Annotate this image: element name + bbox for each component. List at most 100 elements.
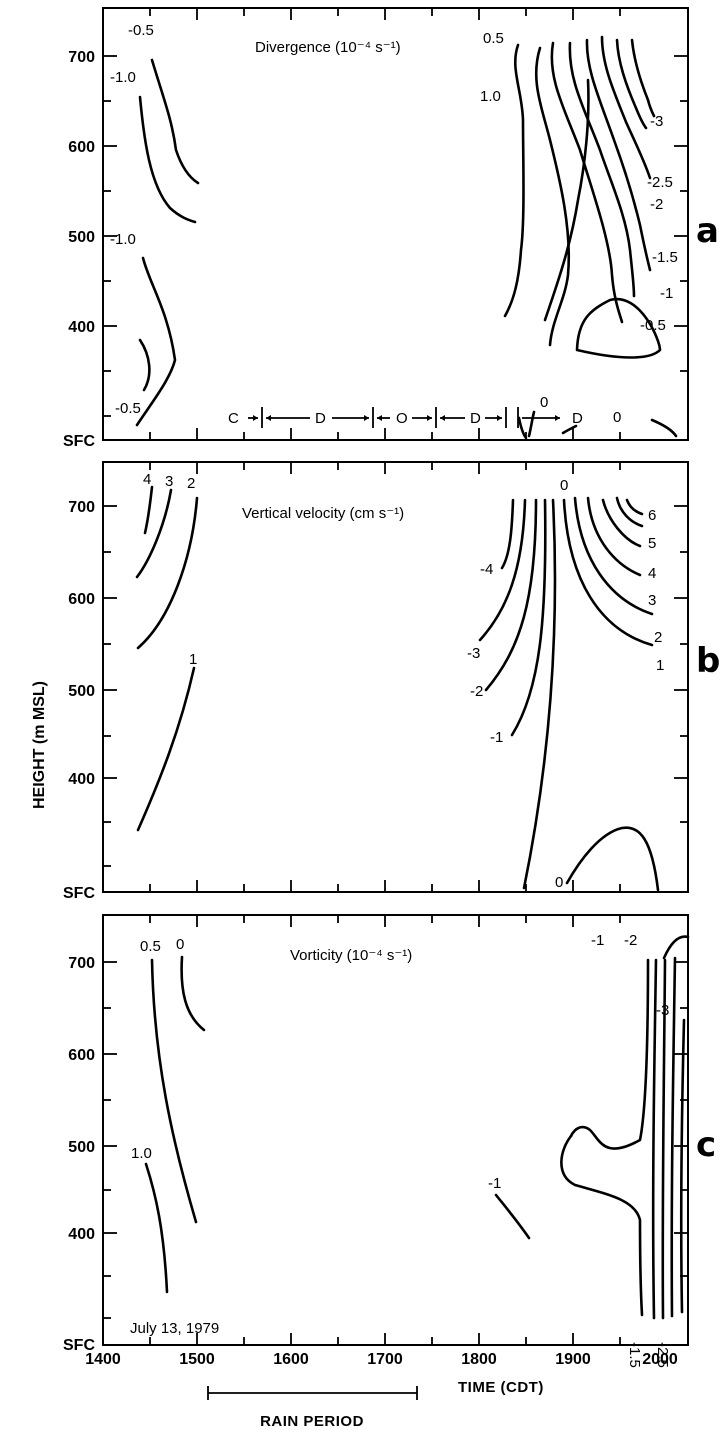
contour-label: 0 (560, 477, 568, 494)
contour-label: -0.5 (115, 400, 141, 417)
contour-line (534, 46, 571, 347)
panel-b-ytick-600: 600 (68, 591, 95, 608)
panel-a-letter: a (696, 211, 719, 251)
contour-label: 0.5 (140, 938, 161, 955)
panel-c-contours (144, 935, 690, 1320)
contour-line (625, 498, 644, 516)
contour-line (150, 58, 200, 185)
x-tick-label: 1900 (555, 1351, 591, 1368)
panel-a-ytick-400: 400 (68, 319, 95, 336)
x-tick-label: 2000 (642, 1351, 678, 1368)
contour-line (575, 297, 662, 359)
contour-line (136, 496, 199, 650)
contour-line (138, 95, 197, 224)
panel-b: 700 600 500 400 SFC Vertical velocity (c… (63, 461, 720, 902)
contour-label: -1 (490, 729, 503, 746)
contour-label: 1 (656, 657, 664, 674)
contour-label: -3 (650, 113, 663, 130)
contour-line (600, 35, 652, 180)
rain-period-bar (207, 1386, 418, 1400)
contour-label: -1.5 (652, 249, 678, 266)
contour-line (670, 956, 677, 1318)
contour-line (661, 958, 667, 1320)
date-label: July 13, 1979 (130, 1320, 219, 1337)
panel-a-contours (135, 35, 678, 440)
contour-line (543, 78, 590, 322)
contour-label: -3 (467, 645, 480, 662)
contour-line (180, 955, 206, 1032)
contour-line (615, 38, 648, 130)
contour-label: 1.0 (480, 88, 501, 105)
contour-line (560, 1134, 644, 1317)
panel-b-frame (102, 461, 689, 893)
contour-line (143, 485, 154, 535)
panel-a-ytick-500: 500 (68, 229, 95, 246)
contour-line (527, 410, 536, 438)
contour-label: 6 (648, 507, 656, 524)
panel-c-title: Vorticity (10⁻⁴ s⁻¹) (290, 947, 412, 964)
contour-line (135, 488, 173, 579)
contour-label: -2.5 (654, 1342, 671, 1368)
panel-b-contour-labels: 4 3 2 1 0 -4 -3 -2 -1 0 6 5 4 3 2 1 (143, 471, 664, 891)
contour-label: 2 (187, 475, 195, 492)
panel-a-period-markers: C D O D D (228, 407, 583, 428)
panel-c-ytick-700: 700 (68, 955, 95, 972)
contour-line (522, 498, 557, 890)
y-axis-title: HEIGHT (m MSL) (31, 681, 48, 809)
contour-label: -0.5 (640, 317, 666, 334)
contour-line (568, 41, 636, 298)
contour-label: 0 (176, 936, 184, 953)
period-marker: D (470, 410, 481, 427)
contour-line (150, 958, 198, 1224)
contour-line (601, 498, 642, 548)
period-marker: D (572, 410, 583, 427)
contour-line (494, 1193, 531, 1240)
panel-b-letter: b (696, 641, 720, 681)
contour-line (651, 958, 658, 1320)
panel-c: 700 600 500 400 SFC Vorticity (10⁻⁴ s⁻¹)… (63, 914, 716, 1368)
contour-line (136, 666, 196, 832)
panel-b-ytick-400: 400 (68, 771, 95, 788)
period-marker: C (228, 410, 239, 427)
contour-label: 3 (165, 473, 173, 490)
panel-c-ytick-500: 500 (68, 1139, 95, 1156)
contour-line (478, 498, 527, 642)
contour-label: -1.0 (110, 69, 136, 86)
contour-label: -1.5 (626, 1342, 643, 1368)
contour-line (561, 424, 578, 435)
panel-b-ytick-700: 700 (68, 499, 95, 516)
contour-label: -1 (591, 932, 604, 949)
contour-label: 3 (648, 592, 656, 609)
panel-c-ytick-400: 400 (68, 1226, 95, 1243)
panel-a-ticks (103, 8, 688, 440)
panel-a-contour-labels: -0.5 -1.0 -1.0 -0.5 0.5 1.0 -3 -2.5 -2 -… (110, 22, 678, 426)
panel-a-ytick-sfc: SFC (63, 433, 95, 450)
contour-label: 2 (654, 629, 662, 646)
contour-line (484, 498, 538, 692)
panel-a-title: Divergence (10⁻⁴ s⁻¹) (255, 39, 401, 56)
contour-line (565, 826, 660, 892)
contour-label: -1.0 (110, 231, 136, 248)
period-marker: O (396, 410, 408, 427)
contour-label: -1 (660, 285, 673, 302)
panel-c-ticks (103, 915, 688, 1345)
contour-label: 0 (555, 874, 563, 891)
panel-a-frame (102, 7, 689, 441)
x-tick-label: 1800 (461, 1351, 497, 1368)
contour-label: 0.5 (483, 30, 504, 47)
panel-a-ytick-600: 600 (68, 139, 95, 156)
contour-line (586, 496, 642, 577)
contour-line (138, 338, 151, 392)
x-tick-label: 1700 (367, 1351, 403, 1368)
panel-c-ytick-600: 600 (68, 1047, 95, 1064)
contour-line (510, 498, 547, 737)
contour-line (503, 43, 525, 318)
contour-line (615, 496, 644, 528)
rain-period-label: RAIN PERIOD (260, 1413, 364, 1430)
panel-a-ytick-700: 700 (68, 49, 95, 66)
panel-c-contour-labels: 0.5 0 1.0 -1 -1 -2 -3 -1.5 -2.5 (131, 932, 671, 1368)
panel-c-ytick-sfc: SFC (63, 1337, 95, 1354)
panel-b-title: Vertical velocity (cm s⁻¹) (242, 505, 404, 522)
contour-label: -2 (470, 683, 483, 700)
